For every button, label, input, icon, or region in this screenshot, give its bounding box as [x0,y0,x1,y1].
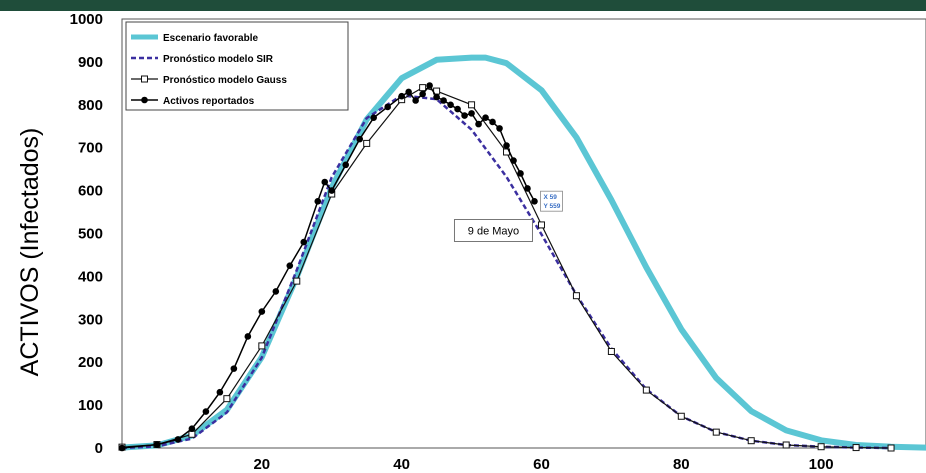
reported-point [258,308,266,315]
reported-point [433,93,440,101]
reported-point [412,97,419,104]
y-tick-label: 300 [78,311,103,328]
gauss-point [258,342,266,350]
y-tick-label: 500 [78,226,103,243]
reported-point [328,187,336,194]
reported-point [489,118,496,126]
gauss-point [188,430,196,438]
legend-box [125,21,349,111]
y-tick-label: 100 [78,397,103,414]
reported-point [321,178,329,186]
x-tick-label: 40 [393,456,410,473]
legend-marker-gauss [141,75,148,83]
y-tick-label: 700 [78,140,103,157]
reported-point [440,97,447,104]
gauss-point [419,84,427,92]
reported-point [398,92,405,100]
reported-point [174,436,182,443]
datatip-box [540,190,563,212]
gauss-point [887,444,895,452]
x-tick-label: 80 [673,456,690,473]
reported-point [118,444,126,452]
gauss-point [817,443,825,451]
reported-point [517,170,524,177]
reported-point [272,288,280,295]
reported-point [503,142,510,149]
reported-point [384,103,391,111]
reported-point [153,441,161,448]
y-tick-label: 600 [78,183,103,200]
legend-label: Pronóstico modelo SIR [163,54,274,65]
legend-marker-reported [141,96,148,104]
reported-point [230,365,238,372]
x-tick-label: 20 [253,456,270,473]
x-axis: 20 40 60 80 100 [253,443,834,473]
y-tick-label: 0 [95,440,103,457]
legend: Escenario favorable Pronóstico modelo SIR… [125,21,349,111]
x-tick-label: 100 [809,456,834,473]
gauss-point [747,437,755,445]
y-tick-label: 400 [78,268,103,285]
legend-label: Escenario favorable [163,33,258,44]
reported-point [286,262,294,269]
x-tick-label: 60 [533,456,550,473]
reported-point [216,388,224,396]
reported-point [300,238,308,246]
gauss-point [607,347,615,355]
reported-point [475,120,482,128]
reported-point [426,82,433,89]
gauss-point [468,101,476,109]
y-tick-label: 200 [78,354,103,371]
plot-area [118,54,926,452]
reported-point [419,90,426,98]
reported-point [202,408,210,415]
reported-point [468,110,475,117]
reported-point [370,114,377,121]
header-banner [0,0,926,11]
reported-point [461,112,468,119]
annotation-box [453,219,533,242]
reported-point [510,157,517,164]
legend-label: Activos reportados [163,96,255,107]
legend-label: Pronóstico modelo Gauss [163,75,287,86]
y-tick-label: 900 [78,54,103,71]
reported-point [447,101,454,109]
series-gauss-line [121,86,892,449]
annotations: 9 de Mayo X 59 Y 559 [453,190,563,242]
gauss-point [223,395,231,403]
gauss-point [712,428,720,436]
gauss-point [642,386,650,394]
reported-point [482,114,489,121]
gauss-point [537,221,545,229]
reported-point [314,198,322,205]
gauss-point [363,139,371,147]
reported-point [496,125,503,132]
y-tick-label: 800 [78,97,103,114]
reported-point [531,198,538,205]
reported-point [405,88,412,96]
annotation-9-de-mayo: 9 de Mayo [468,226,519,238]
y-tick-label: 1000 [70,11,103,28]
gauss-point [293,277,301,285]
gauss-point [572,292,580,300]
reported-point [342,161,350,169]
gauss-point [677,412,685,420]
reported-point [188,425,196,432]
datatip-y: Y 559 [543,203,560,210]
y-axis-label: ACTIVOS (Infectados) [16,128,44,377]
reported-point [524,185,531,192]
reported-point [454,105,461,113]
datatip-x: X 59 [543,194,557,201]
reported-point [356,135,364,143]
reported-point [244,333,252,340]
gauss-point [782,441,790,449]
gauss-point [852,444,860,452]
